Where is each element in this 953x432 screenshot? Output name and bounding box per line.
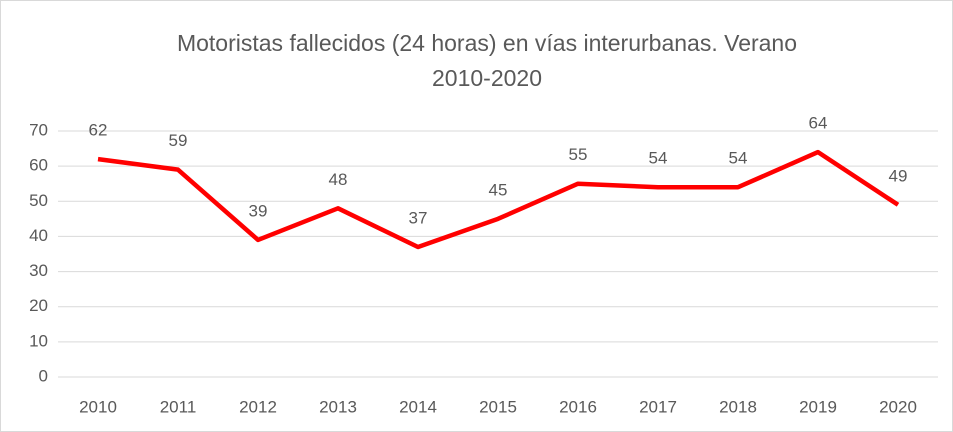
chart-title: 2010-2020: [432, 65, 542, 91]
x-tick-label: 2011: [160, 397, 197, 416]
x-tick-label: 2016: [559, 397, 597, 416]
chart-title: Motoristas fallecidos (24 horas) en vías…: [177, 30, 797, 56]
y-tick-label: 0: [39, 366, 48, 385]
x-tick-label: 2012: [239, 397, 277, 416]
y-tick-label: 70: [29, 120, 48, 139]
data-label: 39: [249, 201, 268, 220]
x-tick-label: 2019: [799, 397, 837, 416]
data-label: 48: [329, 170, 348, 189]
data-label: 59: [169, 131, 188, 150]
y-tick-label: 60: [29, 156, 48, 175]
y-tick-label: 50: [29, 191, 48, 210]
data-label: 55: [569, 145, 588, 164]
data-label: 37: [409, 208, 428, 227]
y-tick-label: 30: [29, 261, 48, 280]
data-label: 54: [729, 149, 748, 168]
data-label: 45: [489, 180, 508, 199]
y-tick-label: 40: [29, 226, 48, 245]
x-tick-label: 2015: [479, 397, 517, 416]
x-tick-label: 2018: [719, 397, 757, 416]
y-tick-label: 10: [29, 331, 48, 350]
data-label: 64: [809, 114, 828, 133]
x-tick-label: 2017: [639, 397, 677, 416]
x-tick-label: 2010: [79, 397, 117, 416]
x-tick-label: 2013: [319, 397, 357, 416]
data-line: [97, 149, 900, 250]
data-label: 62: [89, 121, 108, 140]
x-tick-label: 2014: [399, 397, 437, 416]
y-tick-label: 20: [29, 296, 48, 315]
data-label: 54: [649, 149, 668, 168]
x-tick-label: 2020: [879, 397, 917, 416]
data-label: 49: [889, 166, 908, 185]
